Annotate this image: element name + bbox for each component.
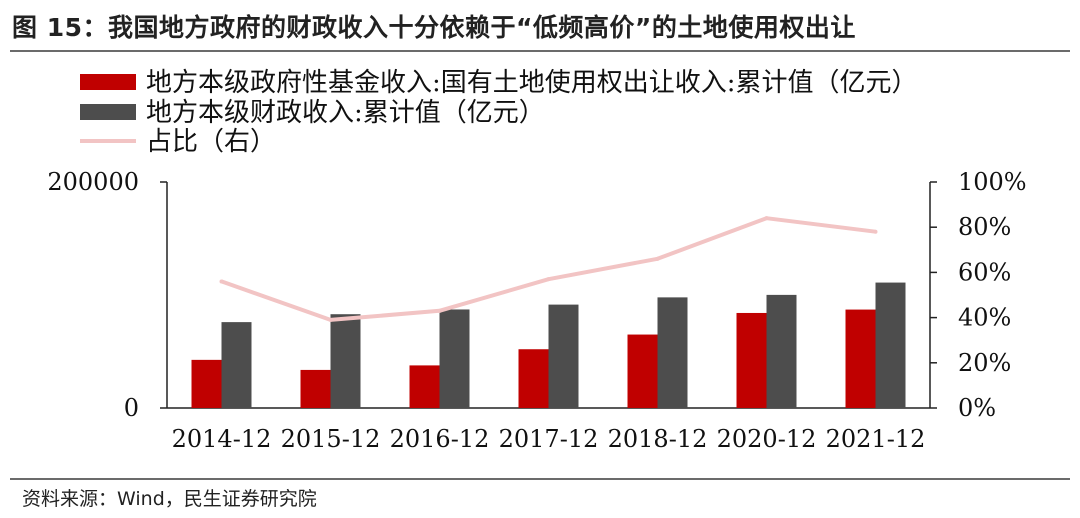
ratio-point <box>655 256 660 261</box>
ratio-point <box>764 216 769 221</box>
legend: 地方本级政府性基金收入:国有土地使用权出让收入:累计值（亿元）地方本级财政收入:… <box>80 68 918 157</box>
ratio-point <box>437 308 442 313</box>
x-tick-label: 2021-12 <box>826 425 926 453</box>
title-divider <box>10 50 1070 52</box>
x-tick-label: 2017-12 <box>499 425 599 453</box>
x-tick-label: 2014-12 <box>172 425 272 453</box>
bar-land-revenue <box>409 365 440 408</box>
bar-land-revenue <box>845 309 876 408</box>
ratio-point <box>546 277 551 282</box>
bar-land-revenue <box>627 334 658 408</box>
ratio-point <box>328 317 333 322</box>
bar-fiscal-revenue <box>875 282 906 408</box>
bar-fiscal-revenue <box>439 309 470 408</box>
right-tick-label: 100% <box>958 168 1027 196</box>
right-tick-label: 60% <box>958 258 1011 286</box>
bar-land-revenue <box>518 349 549 408</box>
axes: 0 200000 0% 20% 40% 60% 80% 100% <box>47 168 1026 422</box>
legend-item-fiscal-revenue-label: 地方本级财政收入:累计值（亿元） <box>146 98 545 128</box>
bars: 2014-12 2015-12 2016-12 2017-12 2018-12 2020-… <box>172 282 926 453</box>
right-tick-label: 20% <box>958 349 1011 377</box>
legend-item-land-revenue-label: 地方本级政府性基金收入:国有土地使用权出让收入:累计值（亿元） <box>146 68 918 98</box>
x-tick-label: 2018-12 <box>608 425 708 453</box>
chart-area: 地方本级政府性基金收入:国有土地使用权出让收入:累计值（亿元）地方本级财政收入:… <box>47 68 1026 453</box>
left-tick-label: 0 <box>124 394 139 422</box>
chart-title: 图 15：我国地方政府的财政收入十分依赖于“低频高价”的土地使用权出让 <box>12 13 856 42</box>
bar-fiscal-revenue <box>330 314 361 408</box>
x-tick-label: 2020-12 <box>717 425 817 453</box>
ratio-point <box>219 279 224 284</box>
bar-land-revenue <box>736 312 767 408</box>
left-tick-label: 200000 <box>47 168 139 196</box>
x-tick-label: 2016-12 <box>390 425 490 453</box>
bar-fiscal-revenue <box>657 297 688 408</box>
ratio-line <box>219 216 878 322</box>
bar-fiscal-revenue <box>548 304 579 408</box>
bar-fiscal-revenue <box>221 322 252 408</box>
legend-item-ratio-label: 占比（右） <box>146 127 276 157</box>
legend-item-land-revenue-swatch <box>80 74 136 90</box>
right-tick-label: 40% <box>958 304 1011 332</box>
legend-item-fiscal-revenue-swatch <box>80 104 136 120</box>
source-note: 资料来源：Wind，民生证券研究院 <box>22 488 317 510</box>
right-tick-label: 0% <box>958 394 996 422</box>
bar-land-revenue <box>191 359 222 408</box>
bar-fiscal-revenue <box>766 294 797 408</box>
right-tick-label: 80% <box>958 213 1011 241</box>
x-tick-label: 2015-12 <box>281 425 381 453</box>
ratio-point <box>873 229 878 234</box>
source-divider <box>10 478 1070 480</box>
bar-land-revenue <box>300 369 331 408</box>
